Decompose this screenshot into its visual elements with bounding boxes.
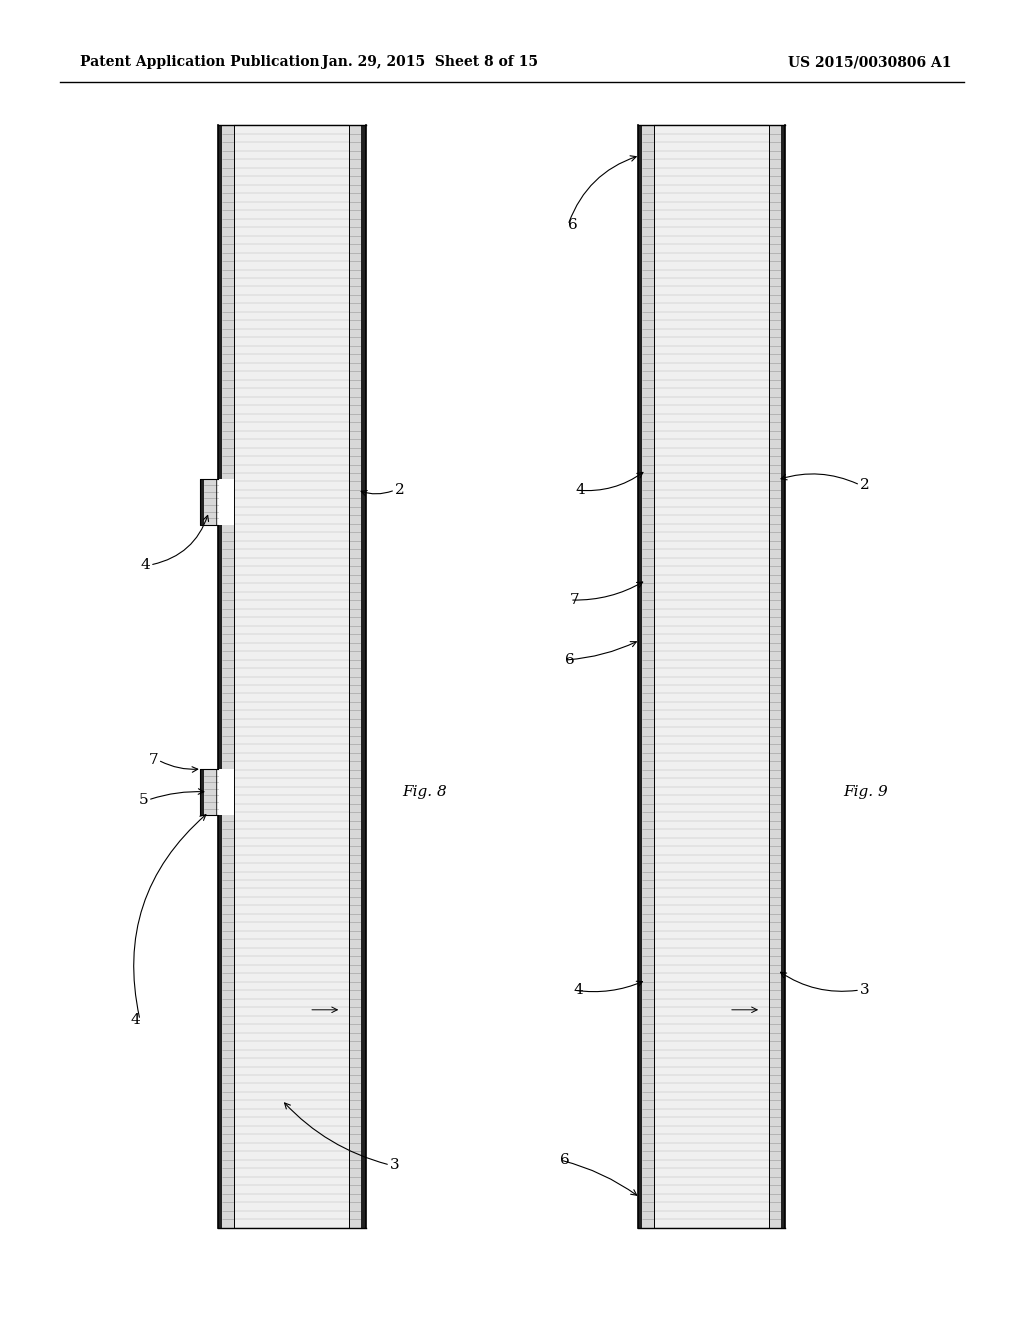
Text: Jan. 29, 2015  Sheet 8 of 15: Jan. 29, 2015 Sheet 8 of 15 — [322, 55, 538, 69]
Text: 3: 3 — [390, 1158, 399, 1172]
Bar — [234, 125, 349, 1228]
Text: 6: 6 — [565, 653, 574, 667]
Text: 4: 4 — [573, 983, 583, 997]
Text: 7: 7 — [570, 593, 580, 607]
Text: 4: 4 — [130, 1012, 140, 1027]
Bar — [218, 125, 222, 1228]
Text: 4: 4 — [575, 483, 585, 498]
Bar — [222, 125, 234, 1228]
Bar — [200, 479, 204, 525]
Bar — [642, 125, 654, 1228]
Bar — [349, 125, 361, 1228]
Text: 6: 6 — [568, 218, 578, 232]
Text: Fig. 9: Fig. 9 — [843, 785, 888, 799]
Bar — [769, 125, 781, 1228]
Bar — [654, 125, 769, 1228]
Text: 7: 7 — [148, 752, 158, 767]
Bar — [638, 125, 642, 1228]
Text: Fig. 8: Fig. 8 — [402, 785, 447, 799]
Bar — [204, 479, 218, 525]
Text: 4: 4 — [140, 558, 150, 572]
Bar — [781, 125, 785, 1228]
Text: 3: 3 — [860, 983, 869, 997]
Text: 2: 2 — [860, 478, 869, 492]
Bar — [204, 768, 218, 814]
Bar — [200, 768, 204, 814]
Text: US 2015/0030806 A1: US 2015/0030806 A1 — [788, 55, 951, 69]
Text: 6: 6 — [560, 1152, 569, 1167]
Text: 2: 2 — [395, 483, 404, 498]
Bar — [200, 479, 234, 525]
Bar — [361, 125, 366, 1228]
Text: Patent Application Publication: Patent Application Publication — [80, 55, 319, 69]
Text: 5: 5 — [138, 793, 148, 807]
Bar — [200, 768, 234, 814]
